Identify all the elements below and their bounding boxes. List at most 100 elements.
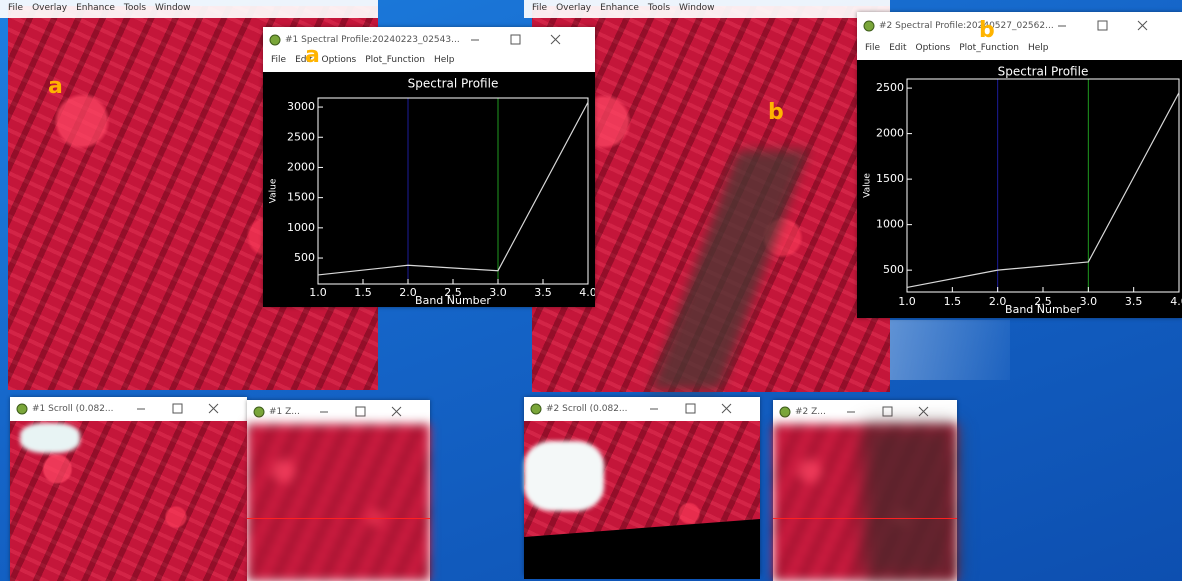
icon-globe [780, 407, 790, 417]
x-tick-label: 4.0 [579, 286, 595, 299]
x-tick-label: 2.5 [444, 286, 462, 299]
menu-item[interactable]: Overlay [32, 3, 67, 13]
window-controls [316, 404, 424, 420]
close-button[interactable] [551, 35, 560, 44]
window-title: #2 Z... [795, 407, 826, 417]
axes-box [907, 79, 1179, 292]
y-axis-label: Value [269, 178, 279, 203]
image-window: #1 Scroll (0.082... [10, 397, 247, 581]
x-tick-label: 1.0 [898, 295, 916, 308]
menu-item[interactable]: Plot_Function [365, 55, 425, 65]
light-streak [880, 320, 1010, 380]
menu-item[interactable]: Tools [124, 3, 146, 13]
zoom-crosshair [247, 518, 430, 519]
title-bar: #2 Z... [773, 400, 957, 424]
x-tick-label: 3.5 [1125, 295, 1143, 308]
image-pane [10, 421, 247, 581]
x-tick-label: 1.5 [354, 286, 372, 299]
cloud [524, 441, 604, 511]
window-title: #1 Scroll (0.082... [32, 404, 114, 414]
y-tick-label: 1500 [876, 172, 904, 185]
image-pane [773, 424, 957, 581]
image-label: a [48, 74, 78, 102]
image-window: #2 Z... [773, 400, 957, 581]
window-controls [646, 401, 754, 417]
window-controls [1054, 18, 1174, 34]
maximize-button[interactable] [511, 35, 520, 44]
close-button[interactable] [392, 407, 401, 416]
title-bar: #2 Scroll (0.082... [524, 397, 760, 421]
menu-item[interactable]: File [865, 43, 880, 53]
y-tick-label: 2000 [287, 160, 315, 173]
icon-globe [531, 404, 541, 414]
menu-item[interactable]: Window [155, 3, 191, 13]
icon-globe [17, 404, 27, 414]
image-window: #1 Z... [247, 400, 430, 581]
y-tick-label: 500 [883, 263, 904, 276]
window-controls [133, 401, 241, 417]
title-bar: #1 Z... [247, 400, 430, 424]
menu-item[interactable]: Window [679, 3, 715, 13]
app-icon [269, 34, 281, 46]
label-text: b [979, 18, 995, 43]
x-tick-label: 3.5 [534, 286, 552, 299]
maximize-button[interactable] [883, 407, 892, 416]
menu-item[interactable]: Help [434, 55, 455, 65]
image-pane [524, 421, 760, 575]
menu-item[interactable]: Enhance [600, 3, 639, 13]
window-title: #1 Z... [269, 407, 300, 417]
spectral-line [907, 93, 1179, 288]
close-button[interactable] [209, 404, 218, 413]
menu-item[interactable]: File [271, 55, 286, 65]
menu-item[interactable]: Help [1028, 43, 1049, 53]
maximize-button[interactable] [686, 404, 695, 413]
menu-item[interactable]: Options [916, 43, 951, 53]
close-button[interactable] [722, 404, 731, 413]
zoom-crosshair [773, 518, 957, 519]
y-axis-label: Value [863, 173, 873, 198]
dark-area [863, 424, 957, 581]
menu-item[interactable]: Tools [648, 3, 670, 13]
menu-bar: File Overlay Enhance Tools Window [532, 3, 832, 17]
menu-item[interactable]: File [532, 3, 547, 13]
x-tick-label: 2.0 [399, 286, 417, 299]
menu-bar: File Edit Options Plot_Function Help [865, 43, 1165, 57]
menu-item[interactable]: Edit [889, 43, 906, 53]
window-title: #2 Spectral Profile:20240527_02562... [879, 21, 1054, 31]
close-button[interactable] [1138, 21, 1147, 30]
close-button[interactable] [919, 407, 928, 416]
label-text: a [305, 43, 320, 68]
app-icon [530, 403, 542, 415]
title-bar: #2 Spectral Profile:20240527_02562... [857, 12, 1182, 40]
image-window: #2 Scroll (0.082... [524, 397, 760, 575]
maximize-button[interactable] [1098, 21, 1107, 30]
maximize-button[interactable] [356, 407, 365, 416]
profile-window: #1 Spectral Profile:20240223_02543...Fil… [263, 27, 595, 307]
y-tick-label: 1000 [876, 218, 904, 231]
spectral-line [318, 102, 588, 275]
title-bar: #1 Scroll (0.082... [10, 397, 247, 421]
no-data [524, 519, 760, 579]
menu-item[interactable]: File [8, 3, 23, 13]
menu-bar: File Overlay Enhance Tools Window [8, 3, 308, 17]
label-text: b [768, 100, 784, 125]
window-label: b [979, 18, 1003, 44]
image-pane [247, 424, 430, 581]
chart-title: Spectral Profile [998, 65, 1089, 79]
maximize-button[interactable] [173, 404, 182, 413]
icon-globe [254, 407, 264, 417]
menu-item[interactable]: Enhance [76, 3, 115, 13]
menu-item[interactable]: Overlay [556, 3, 591, 13]
chart-title: Spectral Profile [408, 77, 499, 91]
window-title: #2 Scroll (0.082... [546, 404, 628, 414]
x-tick-label: 3.0 [1080, 295, 1098, 308]
window-controls [467, 32, 587, 48]
axes-box [318, 98, 588, 284]
image-label: b [768, 100, 798, 128]
icon-globe [270, 35, 280, 45]
menu-item[interactable]: Plot_Function [959, 43, 1019, 53]
x-tick-label: 3.0 [489, 286, 507, 299]
y-tick-label: 3000 [287, 100, 315, 113]
